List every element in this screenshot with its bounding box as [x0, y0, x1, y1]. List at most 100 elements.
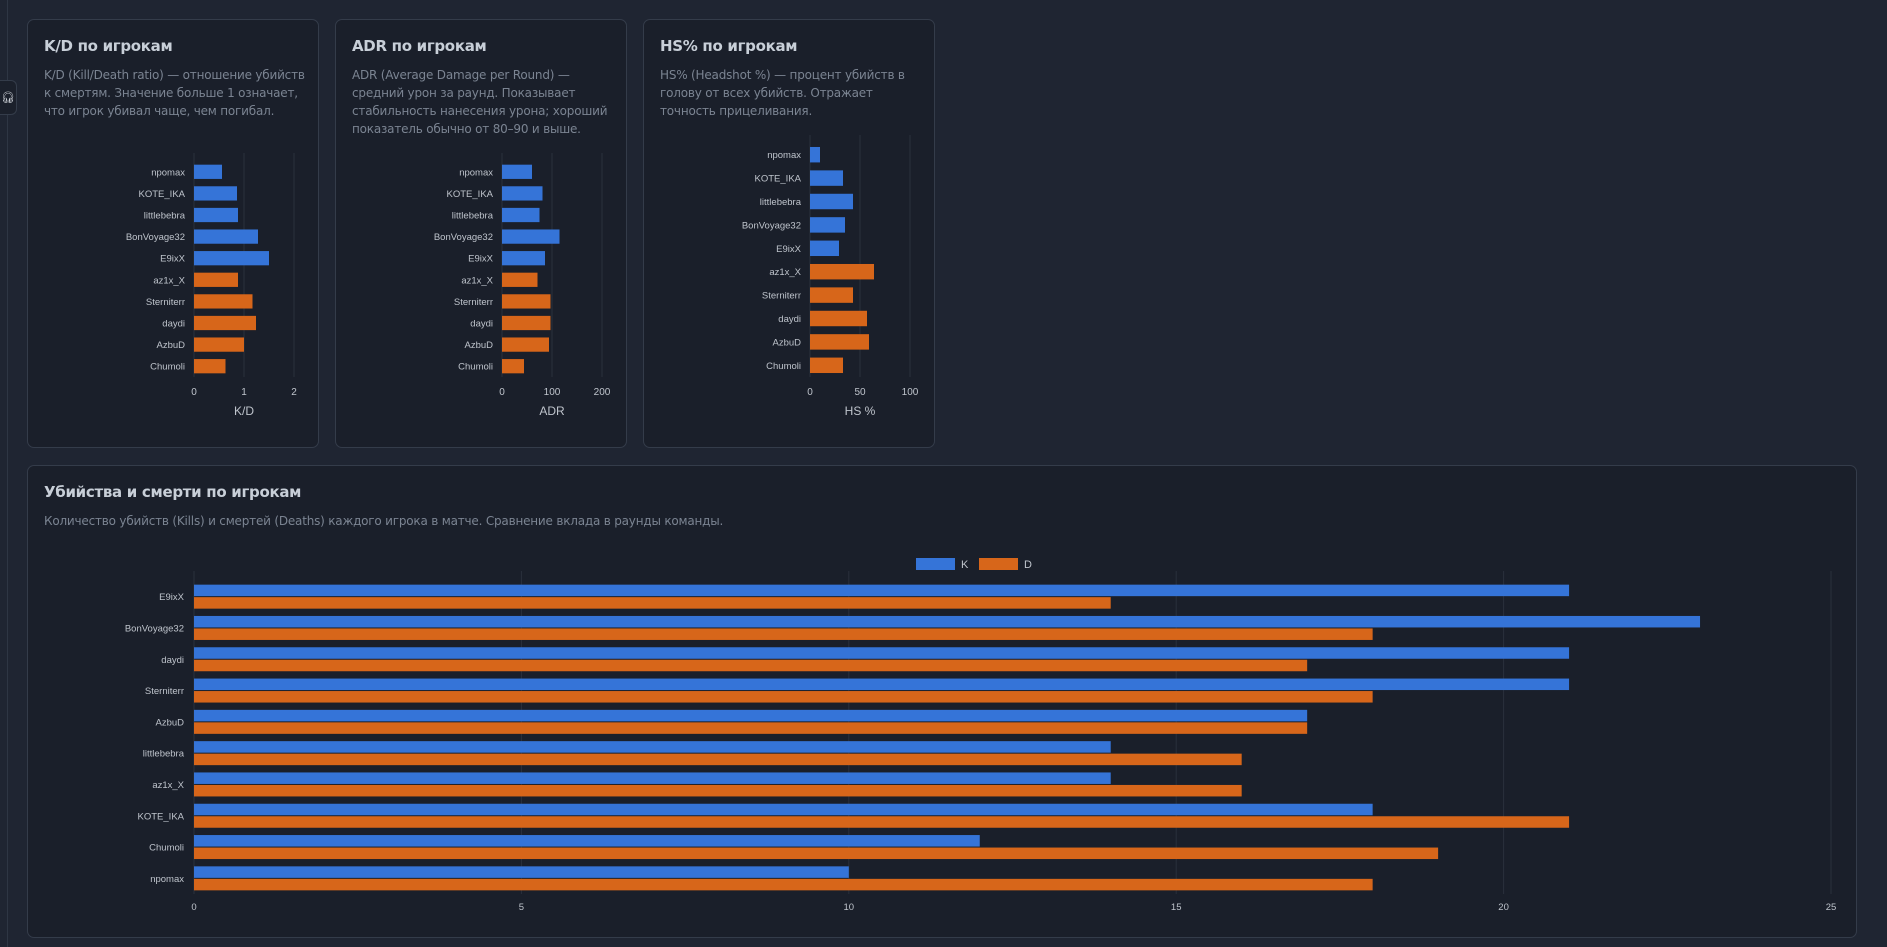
y-tick-label: BonVoyage32 — [742, 220, 801, 231]
bar-K-Sterniterr — [194, 678, 1570, 691]
y-tick-label: az1x_X — [461, 275, 493, 286]
bar-K-Chumoli — [194, 835, 980, 847]
y-tick-label: Chumoli — [766, 361, 801, 372]
y-tick-label: npomax — [150, 874, 184, 885]
bar-K-E9ixX — [194, 584, 1570, 597]
y-tick-label: littlebebra — [144, 211, 186, 222]
y-tick-label: littlebebra — [452, 211, 494, 222]
adr-card: ADR по игрокам ADR (Average Damage per R… — [335, 19, 627, 448]
x-tick-label: 2 — [291, 387, 297, 398]
x-axis-title: K/D — [234, 404, 254, 418]
card-title: Убийства и смерти по игрокам — [44, 483, 302, 501]
bar-D-Sterniterr — [194, 691, 1373, 703]
bar-daydi — [810, 310, 867, 327]
x-tick-label: 200 — [594, 387, 611, 398]
bar-D-KOTE_IKA — [194, 816, 1570, 828]
card-title: K/D по игрокам — [44, 37, 173, 55]
kd-chart: 0 1 2 npomax KOTE_IKA littlebebra BonVoyage32 E… — [126, 153, 297, 418]
bar-Chumoli — [502, 359, 524, 374]
y-tick-label: BonVoyage32 — [126, 232, 185, 243]
y-tick-label: daydi — [778, 314, 801, 325]
bar-D-BonVoyage32 — [194, 628, 1373, 640]
x-axis-title: ADR — [539, 404, 565, 418]
bar-AzbuD — [194, 337, 244, 352]
y-tick-label: Sterniterr — [454, 297, 493, 308]
bar-D-E9ixX — [194, 597, 1111, 609]
bar-littlebebra — [502, 207, 540, 223]
bar-littlebebra — [194, 207, 238, 223]
y-tick-label: AzbuD — [464, 340, 493, 351]
bar-BonVoyage32 — [810, 217, 845, 233]
x-tick-label: 15 — [1171, 902, 1182, 913]
bar-K-npomax — [194, 866, 849, 878]
y-tick-label: BonVoyage32 — [434, 232, 493, 243]
page-left-border — [7, 0, 8, 947]
y-tick-label: daydi — [470, 319, 493, 330]
y-tick-label: KOTE_IKA — [447, 189, 494, 200]
bar-az1x_X — [810, 263, 874, 280]
bar-az1x_X — [502, 272, 538, 287]
kills-deaths-card: Убийства и смерти по игрокам Количество … — [27, 465, 1857, 938]
y-tick-label: AzbuD — [156, 340, 185, 351]
y-tick-label: Sterniterr — [762, 291, 801, 302]
bar-Sterniterr — [194, 294, 253, 309]
card-description: ADR (Average Damage per Round) — средний… — [352, 68, 608, 136]
x-tick-label: 0 — [191, 902, 196, 913]
card-title: HS% по игрокам — [660, 37, 798, 55]
y-tick-label: E9ixX — [468, 254, 493, 265]
y-tick-label: az1x_X — [153, 275, 185, 286]
bar-K-littlebebra — [194, 741, 1111, 753]
bar-AzbuD — [502, 337, 549, 352]
y-tick-label: E9ixX — [160, 254, 185, 265]
bar-Chumoli — [810, 357, 843, 374]
bar-D-AzbuD — [194, 722, 1308, 734]
x-tick-label: 0 — [499, 387, 505, 398]
x-tick-label: 100 — [902, 387, 919, 398]
y-tick-label: Sterniterr — [146, 297, 185, 308]
headphones-button[interactable]: 🎧︎ — [0, 80, 17, 115]
bar-E9ixX — [502, 251, 545, 266]
bar-npomax — [194, 164, 222, 179]
bar-D-littlebebra — [194, 753, 1242, 766]
bar-E9ixX — [194, 251, 269, 266]
x-tick-label: 20 — [1498, 902, 1509, 913]
bar-K-BonVoyage32 — [194, 615, 1701, 628]
x-tick-label: 1 — [241, 387, 247, 398]
bar-K-az1x_X — [194, 772, 1111, 784]
x-axis-title: HS % — [845, 404, 876, 418]
bar-Chumoli — [194, 359, 226, 374]
bar-Sterniterr — [810, 287, 853, 303]
bar-BonVoyage32 — [194, 229, 258, 244]
bar-D-Chumoli — [194, 847, 1439, 860]
bar-az1x_X — [194, 272, 238, 287]
bar-BonVoyage32 — [502, 229, 560, 244]
bar-npomax — [502, 164, 532, 179]
y-tick-label: Chumoli — [458, 362, 493, 373]
y-tick-label: KOTE_IKA — [138, 811, 185, 822]
y-tick-label: az1x_X — [769, 267, 801, 278]
x-tick-label: 10 — [844, 902, 855, 913]
kills-deaths-chart: 0 5 10 15 20 25 E9ixX BonVoyage32 daydi Sterniter… — [125, 558, 1837, 913]
card-description: HS% (Headshot %) — процент убийств в гол… — [660, 68, 905, 118]
kd-card: K/D по игрокам K/D (Kill/Death ratio) — … — [27, 19, 319, 448]
x-tick-label: 0 — [807, 387, 813, 398]
y-tick-label: E9ixX — [159, 592, 184, 603]
bar-npomax — [810, 146, 820, 163]
y-tick-label: BonVoyage32 — [125, 623, 184, 634]
card-title: ADR по игрокам — [352, 37, 487, 55]
bar-daydi — [194, 315, 256, 331]
y-tick-label: npomax — [459, 167, 493, 178]
legend-swatch-D — [979, 558, 1018, 570]
x-tick-label: 50 — [854, 387, 866, 398]
legend-label: K — [961, 559, 969, 571]
y-tick-label: E9ixX — [776, 244, 801, 255]
y-tick-label: KOTE_IKA — [755, 174, 802, 185]
y-tick-label: npomax — [767, 150, 801, 161]
x-tick-label: 5 — [519, 902, 524, 913]
x-tick-label: 25 — [1826, 902, 1837, 913]
bar-KOTE_IKA — [502, 186, 543, 201]
hs-chart: 0 50 100 npomax KOTE_IKA littlebebra BonVoyage… — [742, 135, 919, 418]
y-tick-label: littlebebra — [143, 749, 185, 760]
bar-D-npomax — [194, 878, 1373, 891]
y-tick-label: AzbuD — [155, 717, 184, 728]
